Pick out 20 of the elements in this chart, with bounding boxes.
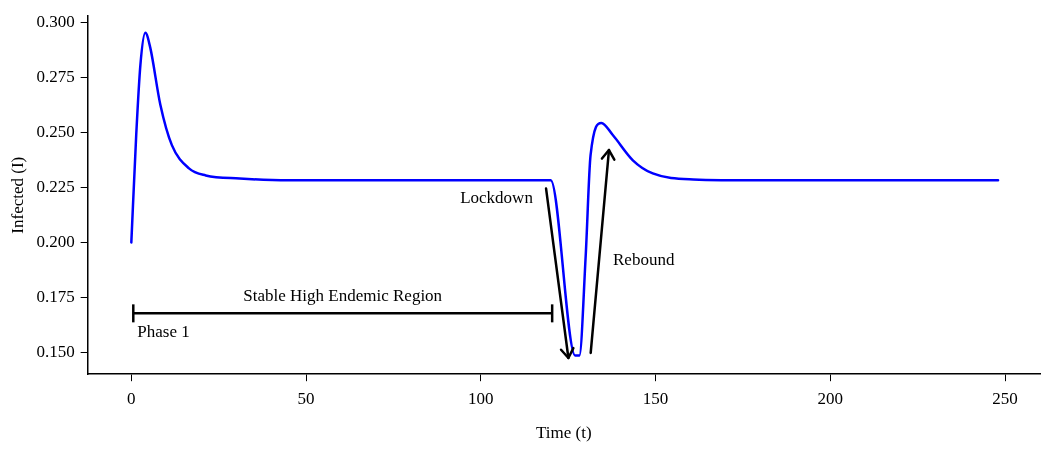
x-tick-label: 0 [127,388,136,408]
x-tick-label: 50 [297,388,315,408]
annotation: Rebound [613,250,675,270]
y-tick-label: 0.250 [36,122,75,142]
y-tick-label: 0.300 [36,12,75,32]
y-tick-label: 0.200 [36,231,75,251]
x-tick-label: 150 [642,388,669,408]
y-tick-label: 0.175 [36,286,75,306]
x-tick-label: 200 [817,388,844,408]
x-axis-title: Time (t) [536,423,592,443]
annotation: Stable High Endemic Region [243,285,443,305]
annotation: Phase 1 [137,322,190,342]
x-tick-label: 100 [468,388,494,408]
y-axis-title: Infected (I) [7,156,27,234]
x-tick-label: 250 [992,388,1018,408]
line-series [130,31,1000,357]
annotation: Lockdown [460,188,534,208]
y-tick-label: 0.150 [36,341,75,361]
y-tick-label: 0.275 [36,67,75,87]
y-tick-label: 0.225 [36,176,75,196]
